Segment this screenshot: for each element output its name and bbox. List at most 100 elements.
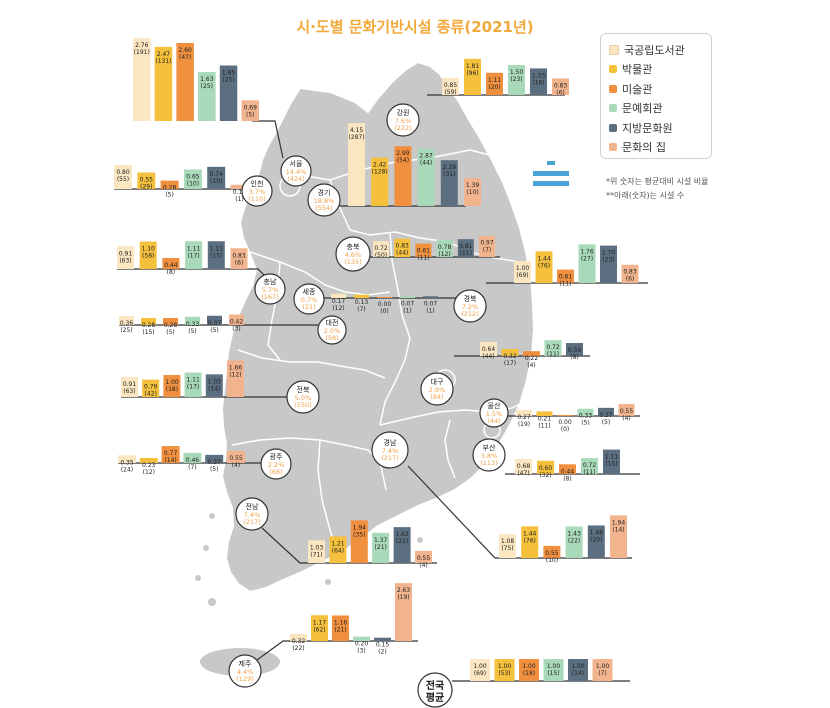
bar-count-label: (15) — [142, 329, 154, 336]
bar-count-label: (4) — [232, 462, 241, 469]
bar-value-label: 0.55 — [620, 408, 634, 415]
bar — [457, 239, 474, 257]
region-label: 전북5.0%(150) — [286, 380, 320, 414]
bar-value-label: 1.11 — [210, 245, 224, 252]
region-total: (44) — [487, 417, 500, 425]
bar — [516, 410, 532, 416]
region-total: (110) — [248, 195, 265, 203]
bar-value-label: 1.85 — [222, 70, 236, 77]
region-percent: 1.5% — [486, 410, 503, 418]
bar-value-label: 1.48 — [590, 529, 604, 536]
region-percent: 5.0% — [295, 394, 312, 402]
bar — [479, 235, 495, 257]
bar-group: 1.08(75) 1.44(76) 0.55(10) 1.43(22) 1.48(20)… — [499, 515, 627, 564]
bar-group: 0.85(59) 1.81(96) 1.11(20) 1.50(23) 1.33(18)… — [442, 58, 569, 96]
bar-group: 0.91(63)1.10(58)0.44(8)1.11(17)1.11(15) 0… — [117, 241, 248, 276]
bar-value-label: 0.83 — [623, 269, 637, 276]
bar-value-label: 0.83 — [554, 82, 568, 89]
bar — [329, 536, 347, 563]
island — [209, 513, 215, 519]
bar-value-label: 2.60 — [178, 47, 192, 54]
bar-value-label: 0.61 — [559, 274, 573, 281]
bar — [185, 316, 200, 325]
bar — [566, 343, 583, 356]
bar-value-label: 0.81 — [459, 243, 473, 250]
bar-count-label: (7) — [598, 670, 607, 677]
bar — [530, 68, 547, 95]
bar-value-label: 1.37 — [374, 537, 388, 544]
bar-value-label: 0.23 — [142, 462, 156, 469]
bar — [395, 583, 412, 641]
bar-count-label: (47) — [179, 54, 191, 61]
bar — [205, 374, 223, 397]
bar-count-label: (15) — [605, 461, 617, 468]
bar — [176, 43, 194, 121]
average-equals-icon — [533, 161, 569, 189]
bar-count-label: (5) — [581, 420, 590, 427]
bar-value-label: 1.44 — [523, 530, 537, 537]
bar-value-label: 2.63 — [397, 587, 411, 594]
island — [195, 575, 201, 581]
bar-count-label: (17) — [187, 252, 199, 259]
region-percent: 3.8% — [481, 452, 498, 460]
legend-label: 미술관 — [622, 82, 653, 96]
bar — [198, 72, 216, 121]
region-name: 충북 — [347, 242, 360, 251]
bar-count-label: (23) — [602, 257, 614, 264]
bar — [139, 241, 157, 269]
bar — [523, 351, 540, 356]
legend-item: 지방문화원 — [609, 118, 711, 138]
region-label: 강원7.6%(222) — [386, 103, 420, 137]
bar-value-label: 0.80 — [116, 169, 130, 176]
bar-count-label: (44) — [396, 250, 408, 257]
bar — [470, 659, 490, 681]
region-circle — [453, 289, 487, 323]
bar-value-label: 1.11 — [605, 454, 619, 461]
bar — [119, 316, 134, 325]
bar-value-label: 0.27 — [517, 414, 531, 421]
bar — [139, 457, 158, 463]
bar — [415, 550, 432, 563]
bar-count-label: (10) — [466, 189, 478, 196]
bar — [207, 166, 226, 189]
region-name: 세종 — [303, 287, 316, 296]
legend: 국공립도서관 박물관 미술관 문예회관 지방문화원 문화의 집 — [600, 33, 712, 159]
bar-value-label: 0.33 — [579, 413, 593, 420]
bar-count-label: (11) — [547, 351, 559, 358]
bar-count-label: (7) — [483, 247, 492, 254]
bar-value-label: 1.39 — [466, 182, 480, 189]
bar-count-label: (15) — [547, 670, 559, 677]
bar-value-label: 0.32 — [292, 638, 306, 645]
bar-value-label: 2.87 — [419, 153, 433, 160]
bar-value-label: 0.74 — [210, 171, 224, 178]
region-name: 전국 — [426, 679, 444, 692]
island — [203, 545, 209, 551]
bar-count-label: (75) — [501, 545, 513, 552]
legend-swatch — [609, 65, 617, 74]
bar-value-label: 1.33 — [532, 72, 546, 79]
bar — [415, 243, 432, 257]
bar — [515, 459, 532, 474]
bar-value-label: 0.72 — [374, 245, 388, 252]
bar-count-label: (10) — [210, 178, 222, 185]
bar — [350, 520, 368, 563]
bar-group: 0.91(63) 0.79(42) 1.00(18) 1.11(17) 1.03(14)… — [121, 360, 244, 398]
bar — [163, 318, 178, 325]
bar-count-label: (22) — [396, 538, 408, 545]
bar — [205, 454, 224, 463]
bar — [436, 239, 453, 257]
bar — [117, 246, 134, 269]
bar — [537, 460, 554, 474]
legend-item: 문예회관 — [609, 99, 711, 119]
bar — [592, 659, 613, 681]
mainland-shape — [220, 60, 536, 594]
bar-count-label: (4) — [622, 415, 631, 422]
bar-group: 1.00(69) 1.44(76) 0.61(11) 1.76(27) 1.70(23)… — [514, 244, 639, 288]
bar-value-label: 0.37 — [599, 412, 613, 419]
bar — [440, 160, 458, 206]
bar-count-label: (11) — [538, 422, 550, 429]
bar-count-label: (42) — [145, 391, 157, 398]
bar-count-label: (18) — [166, 386, 178, 393]
region-total: (167) — [261, 293, 278, 301]
bar — [227, 450, 245, 463]
